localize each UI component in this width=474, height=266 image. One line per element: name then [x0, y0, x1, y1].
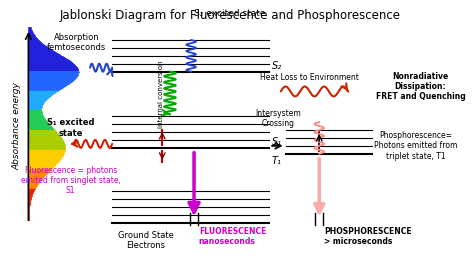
Text: T₁: T₁ — [272, 156, 282, 166]
Text: FLUORESCENCE
nanoseconds: FLUORESCENCE nanoseconds — [199, 227, 266, 246]
Text: S₂: S₂ — [272, 61, 282, 71]
Text: Ground State
Electrons: Ground State Electrons — [118, 231, 174, 250]
Text: Nonradiative
Dissipation:
FRET and Quenching: Nonradiative Dissipation: FRET and Quenc… — [375, 72, 465, 101]
Text: Intersystem
Crossing: Intersystem Crossing — [255, 109, 301, 128]
Text: S₁: S₁ — [272, 137, 282, 147]
Text: Heat Loss to Environment: Heat Loss to Environment — [260, 73, 359, 82]
Text: internal conversion: internal conversion — [158, 60, 164, 128]
Text: PHOSPHORESCENCE
> microseconds: PHOSPHORESCENCE > microseconds — [324, 227, 412, 246]
Text: Jablonski Diagram for Fluorescence and Phosphorescence: Jablonski Diagram for Fluorescence and P… — [59, 9, 400, 22]
Text: Phosphorescence=
Photons emitted from
triplet state, T1: Phosphorescence= Photons emitted from tr… — [374, 131, 457, 161]
Text: Absorbance energy: Absorbance energy — [12, 82, 21, 170]
Text: S₁ excited
state: S₁ excited state — [47, 118, 94, 138]
Text: S₂ excited state: S₂ excited state — [194, 9, 265, 18]
Text: Absorption
femtoseconds: Absorption femtoseconds — [47, 33, 106, 52]
Text: Fluorescence = photons
emited from singlet state,
S1: Fluorescence = photons emited from singl… — [21, 166, 121, 196]
